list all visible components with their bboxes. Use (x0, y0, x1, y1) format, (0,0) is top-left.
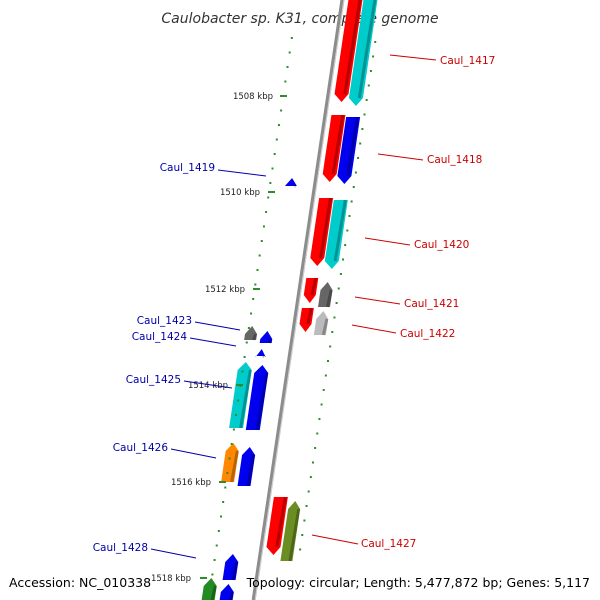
gene-caul-1427-red[interactable] (266, 496, 288, 555)
leader-line-caul-1418 (377, 153, 424, 161)
gene-caul-1426-orange[interactable] (221, 443, 239, 483)
gene-caul-1422-lightgrey[interactable] (313, 311, 329, 336)
leader-line-caul-1428 (150, 548, 197, 559)
gene-label-caul-1420[interactable]: Caul_1420 (414, 239, 469, 251)
gene-caul-1428-green[interactable] (201, 578, 217, 600)
gene-caul-1418-blue[interactable] (337, 116, 361, 184)
gene-caul-1421-grey[interactable] (318, 282, 333, 308)
gene-label-caul-1425[interactable]: Caul_1425 (126, 374, 181, 386)
gene-caul-1417-red[interactable] (334, 0, 363, 102)
gene-caul-1426-blue[interactable] (237, 447, 256, 487)
gene-caul-1418-red[interactable] (322, 114, 346, 182)
tick-label-1518: 1518 kbp (151, 574, 191, 584)
backbone-highlight (254, 0, 345, 600)
leader-line-caul-1420 (364, 237, 411, 246)
gene-caul-1420-red[interactable] (310, 197, 334, 266)
gene-label-caul-1427[interactable]: Caul_1427 (361, 538, 416, 550)
map-title: Caulobacter sp. K31, complete genome (161, 11, 438, 27)
leader-line-caul-1424 (189, 337, 237, 347)
backbone-line (251, 0, 345, 600)
gene-caul-1424-blue[interactable] (255, 349, 266, 359)
leader-line-caul-1426 (170, 448, 217, 459)
gene-caul-1420-cyan[interactable] (324, 199, 348, 269)
gene-caul-1423-blue[interactable] (259, 331, 273, 344)
gene-caul-1427-olive[interactable] (280, 501, 301, 562)
leader-line-caul-1427 (311, 534, 359, 545)
tick-label-1510: 1510 kbp (220, 188, 260, 198)
genome-summary-text: Topology: circular; Length: 5,477,872 bp… (246, 575, 590, 590)
gene-caul-1419-blue[interactable] (284, 178, 297, 188)
leader-line-caul-1422 (351, 324, 397, 334)
gene-label-caul-1421[interactable]: Caul_1421 (404, 298, 459, 310)
gene-label-caul-1426[interactable]: Caul_1426 (113, 442, 169, 454)
gene-label-caul-1418[interactable]: Caul_1418 (427, 154, 482, 166)
gene-caul-1428-blue[interactable] (222, 554, 239, 581)
tick-label-1516: 1516 kbp (171, 478, 211, 488)
gene-label-caul-1419[interactable]: Caul_1419 (160, 162, 215, 174)
gene-label-caul-1422[interactable]: Caul_1422 (400, 328, 455, 340)
tick-label-1512: 1512 kbp (205, 285, 245, 295)
gene-caul-1425-blue[interactable] (245, 365, 269, 431)
leader-line-caul-1417 (389, 54, 437, 61)
gene-label-caul-1423[interactable]: Caul_1423 (137, 315, 192, 327)
gene-caul-1423-grey[interactable] (244, 326, 258, 341)
gene-label-caul-1424[interactable]: Caul_1424 (132, 331, 188, 343)
leader-line-caul-1421 (354, 296, 401, 305)
gene-caul-1421-red[interactable] (303, 277, 319, 303)
gene-caul-1428-blue2[interactable] (219, 584, 234, 600)
gene-label-caul-1428[interactable]: Caul_1428 (93, 542, 148, 554)
leader-line-caul-1419 (217, 169, 267, 177)
gene-caul-1417-cyan[interactable] (348, 0, 378, 106)
gene-caul-1425-cyan[interactable] (229, 362, 252, 429)
accession-text: Accession: NC_010338 (9, 575, 151, 590)
tick-label-1508: 1508 kbp (233, 92, 273, 102)
gene-track (201, 0, 378, 600)
tick-label-1514: 1514 kbp (188, 381, 228, 391)
ruler-ticks (200, 37, 377, 590)
gene-caul-1422-red[interactable] (299, 307, 314, 332)
leader-line-caul-1423 (194, 321, 241, 331)
gene-label-caul-1417[interactable]: Caul_1417 (440, 55, 495, 67)
leader-line-caul-1425 (183, 380, 233, 389)
